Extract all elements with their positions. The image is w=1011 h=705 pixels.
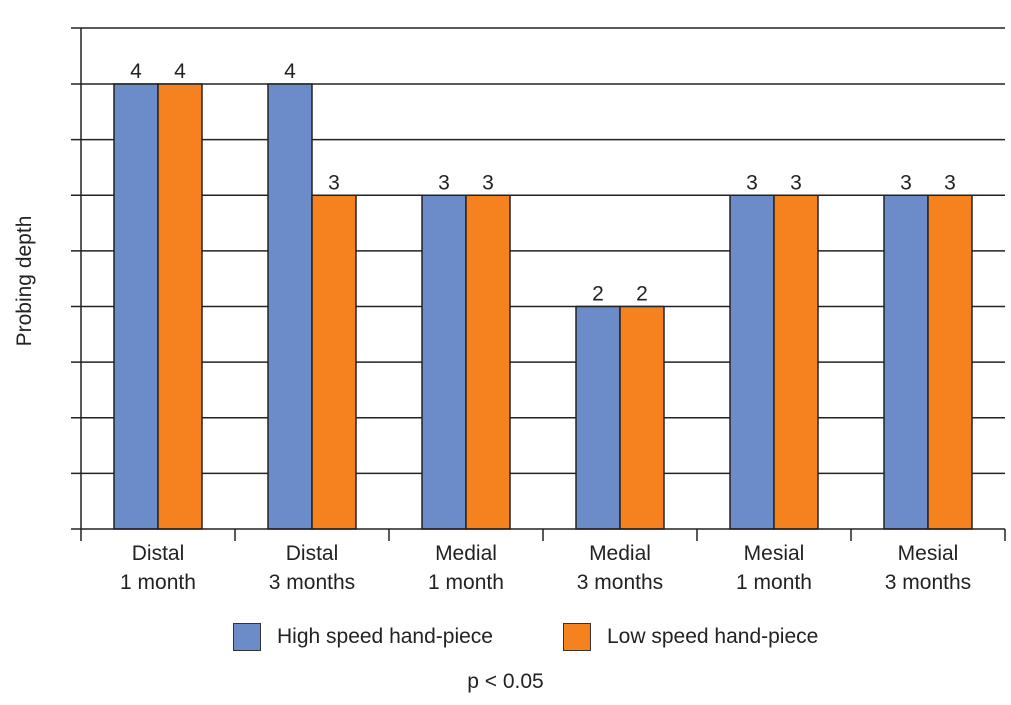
bar-low-0 [157, 83, 203, 530]
bar-high-1 [267, 83, 313, 530]
bar-low-4 [773, 194, 819, 530]
x-tick-label-line: Medial [589, 542, 651, 565]
x-tick-label-line: Distal [132, 542, 185, 565]
value-label-high-5: 3 [900, 171, 912, 194]
x-tick-label-line: Mesial [744, 542, 805, 565]
value-label-low-5: 3 [944, 171, 956, 194]
x-tick-label-1: Distal 3 months [269, 542, 355, 594]
gridlines [71, 27, 1005, 475]
value-label-low-0: 4 [174, 60, 186, 83]
value-label-high-4: 3 [746, 171, 758, 194]
bar-high-5 [883, 194, 929, 530]
x-tick-label-0: Distal 1 month [120, 542, 196, 594]
significance-note: p < 0.05 [467, 670, 544, 693]
x-tick-label-line: 1 month [120, 571, 196, 594]
x-tick-label-line: 3 months [269, 571, 355, 594]
bar-high-0 [113, 83, 159, 530]
x-tick-label-2: Medial 1 month [428, 542, 504, 594]
legend-swatch-high-speed [233, 623, 261, 651]
x-tick-label-line: 3 months [577, 571, 663, 594]
x-tick-label-4: Mesial 1 month [736, 542, 812, 594]
value-label-low-3: 2 [636, 283, 648, 306]
legend: High speed hand-piece Low speed hand-pie… [233, 623, 888, 651]
legend-item-high-speed: High speed hand-piece [233, 623, 493, 651]
legend-swatch-low-speed [563, 623, 591, 651]
value-label-low-1: 3 [328, 171, 340, 194]
x-tick-label-line: Mesial [898, 542, 959, 565]
legend-label-low-speed: Low speed hand-piece [607, 625, 819, 648]
x-tick-label-5: Mesial 3 months [885, 542, 971, 594]
legend-item-low-speed: Low speed hand-piece [563, 623, 818, 651]
bar-high-4 [729, 194, 775, 530]
x-tick-label-line: Distal [286, 542, 339, 565]
y-axis-label: Probing depth [13, 216, 36, 347]
value-label-high-0: 4 [130, 60, 142, 83]
bars [113, 83, 973, 530]
x-tick-label-line: 3 months [885, 571, 971, 594]
bar-low-2 [465, 194, 511, 530]
value-label-high-2: 3 [438, 171, 450, 194]
bar-low-5 [927, 194, 973, 530]
bar-low-1 [311, 194, 357, 530]
x-tick-labels: Distal 1 month Distal 3 months Medial 1 month… [120, 542, 971, 594]
x-tick-label-line: Medial [435, 542, 497, 565]
value-label-low-2: 3 [482, 171, 494, 194]
bar-high-3 [575, 305, 621, 530]
bar-high-2 [421, 194, 467, 530]
value-label-low-4: 3 [790, 171, 802, 194]
x-tick-label-3: Medial 3 months [577, 542, 663, 594]
x-tick-label-line: 1 month [428, 571, 504, 594]
value-label-high-3: 2 [592, 283, 604, 306]
x-tick-label-line: 1 month [736, 571, 812, 594]
value-labels: 4 4 4 3 3 3 2 2 3 3 3 3 [130, 60, 956, 306]
value-label-high-1: 4 [284, 60, 296, 83]
axes [71, 28, 1006, 541]
legend-label-high-speed: High speed hand-piece [277, 625, 493, 648]
bar-low-3 [619, 305, 665, 530]
